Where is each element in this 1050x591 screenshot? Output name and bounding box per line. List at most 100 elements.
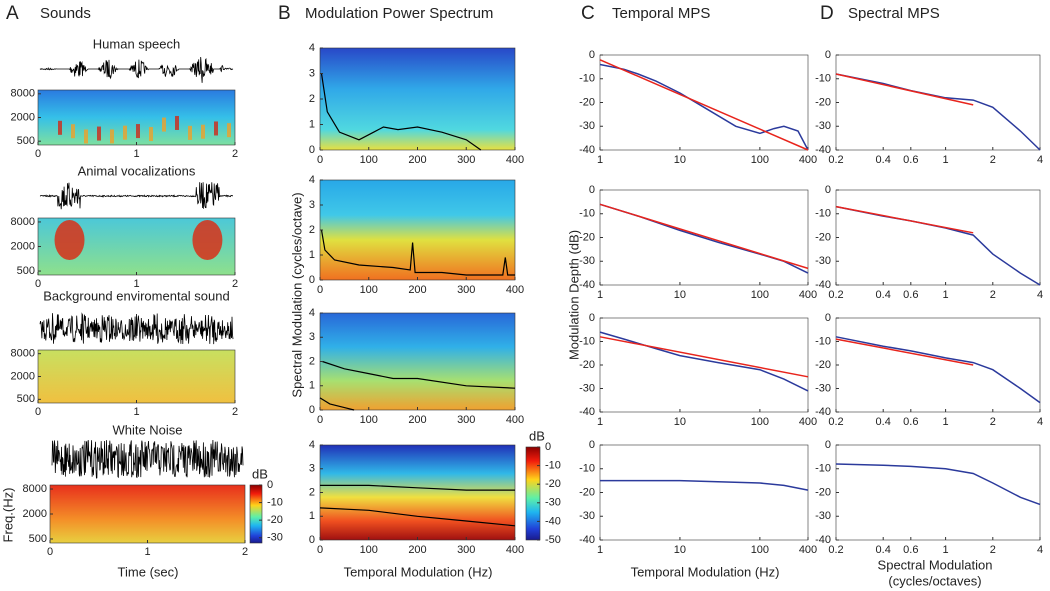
x-tick-label: 300: [457, 154, 475, 166]
colorbar-tick-label: -20: [545, 478, 561, 490]
mps-heatmap: [319, 444, 516, 541]
x-tick-label: 100: [751, 289, 769, 301]
y-tick-label: 1: [309, 249, 315, 261]
plot-frame: [599, 317, 809, 413]
y-tick-label: 4: [309, 439, 315, 451]
y-tick-label: 0: [309, 404, 315, 416]
spectrogram: [37, 349, 236, 404]
y-tick-label: 3: [309, 331, 315, 343]
series-line: [835, 338, 974, 366]
y-tick-label: 8000: [11, 88, 35, 100]
panel-letter: D: [820, 3, 834, 24]
x-tick-label: 400: [799, 544, 817, 556]
x-tick-label: 1: [597, 544, 603, 556]
x-tick-label: 4: [1037, 416, 1043, 428]
y-tick-label: -30: [815, 382, 831, 394]
x-axis-label: Spectral Modulation: [878, 557, 993, 572]
series-line: [599, 59, 809, 151]
y-tick-label: -40: [579, 279, 595, 291]
y-tick-label: -10: [815, 335, 831, 347]
y-tick-label: 2000: [11, 240, 35, 252]
waveform: [51, 439, 244, 479]
y-tick-label: 0: [589, 49, 595, 61]
series-line: [599, 336, 809, 378]
spectrogram-streak: [175, 115, 179, 130]
y-tick-label: -40: [815, 279, 831, 291]
sound-name: Animal vocalizations: [78, 163, 196, 178]
series-line: [835, 463, 1041, 506]
x-tick-label: 1: [597, 289, 603, 301]
x-tick-label: 2: [232, 406, 238, 418]
x-tick-label: 2: [990, 416, 996, 428]
y-tick-label: 0: [309, 144, 315, 156]
y-tick-label: 0: [589, 312, 595, 324]
y-tick-label: -10: [815, 73, 831, 85]
panel-title: Sounds: [40, 5, 91, 22]
x-tick-label: 1: [144, 546, 150, 558]
x-tick-label: 2: [990, 154, 996, 166]
y-tick-label: -10: [815, 463, 831, 475]
x-tick-label: 0: [317, 544, 323, 556]
y-tick-label: -20: [579, 486, 595, 498]
y-tick-label: -40: [579, 534, 595, 546]
colorbar-tick-label: -30: [545, 497, 561, 509]
waveform: [39, 312, 234, 345]
x-axis-label: Time (sec): [118, 564, 179, 579]
y-tick-label: -30: [815, 120, 831, 132]
plot-frame: [835, 189, 1041, 286]
x-tick-label: 200: [408, 284, 426, 296]
y-tick-label: 2000: [23, 508, 47, 520]
y-tick-label: -40: [815, 144, 831, 156]
contour: [322, 360, 516, 389]
x-tick-label: 1: [597, 154, 603, 166]
x-tick-label: 4: [1037, 154, 1043, 166]
x-tick-label: 2: [990, 544, 996, 556]
spectrogram-streak: [58, 120, 62, 135]
spectrogram: [49, 484, 246, 544]
x-tick-label: 2: [990, 289, 996, 301]
spectrogram-streak: [201, 124, 205, 139]
panel-title: Spectral MPS: [848, 5, 940, 22]
y-tick-label: 4: [309, 307, 315, 319]
mps-heatmap: [319, 179, 516, 281]
panel-letter: A: [6, 3, 19, 24]
spectrogram-call: [192, 220, 223, 260]
x-tick-label: 100: [360, 284, 378, 296]
x-tick-label: 2: [242, 546, 248, 558]
colorbar-tick-label: -10: [545, 460, 561, 472]
sound-name: Human speech: [93, 36, 180, 51]
colorbar-label: dB: [252, 466, 268, 481]
y-tick-label: 500: [17, 393, 35, 405]
contour: [320, 484, 515, 491]
x-tick-label: 4: [1037, 544, 1043, 556]
colorbar-tick-label: -40: [545, 515, 561, 527]
colorbar-label: dB: [529, 428, 545, 443]
spectrogram-streak: [110, 129, 114, 144]
x-tick-label: 0: [35, 406, 41, 418]
y-tick-label: -30: [815, 255, 831, 267]
sound-name: White Noise: [112, 422, 182, 437]
x-tick-label: 0.4: [876, 289, 891, 301]
y-tick-label: -20: [579, 231, 595, 243]
mps-heatmap: [319, 47, 516, 151]
y-tick-label: 0: [589, 184, 595, 196]
x-tick-label: 1: [133, 148, 139, 160]
panel-letter: B: [278, 3, 291, 24]
x-tick-label: 100: [751, 154, 769, 166]
waveform: [39, 182, 233, 210]
spectrogram-streak: [84, 129, 88, 144]
x-tick-label: 1: [133, 278, 139, 290]
y-tick-label: -20: [579, 359, 595, 371]
y-tick-label: 4: [309, 42, 315, 54]
colorbar-tick-label: 0: [267, 479, 273, 491]
x-tick-label: 400: [506, 414, 524, 426]
y-tick-label: -10: [815, 208, 831, 220]
y-tick-label: -30: [579, 510, 595, 522]
y-tick-label: 3: [309, 199, 315, 211]
series-line: [599, 63, 809, 151]
x-tick-label: 400: [506, 154, 524, 166]
colorbar-tick-label: -30: [267, 532, 283, 544]
panel-letter: C: [581, 3, 595, 24]
x-tick-label: 300: [457, 414, 475, 426]
y-tick-label: 8000: [11, 348, 35, 360]
